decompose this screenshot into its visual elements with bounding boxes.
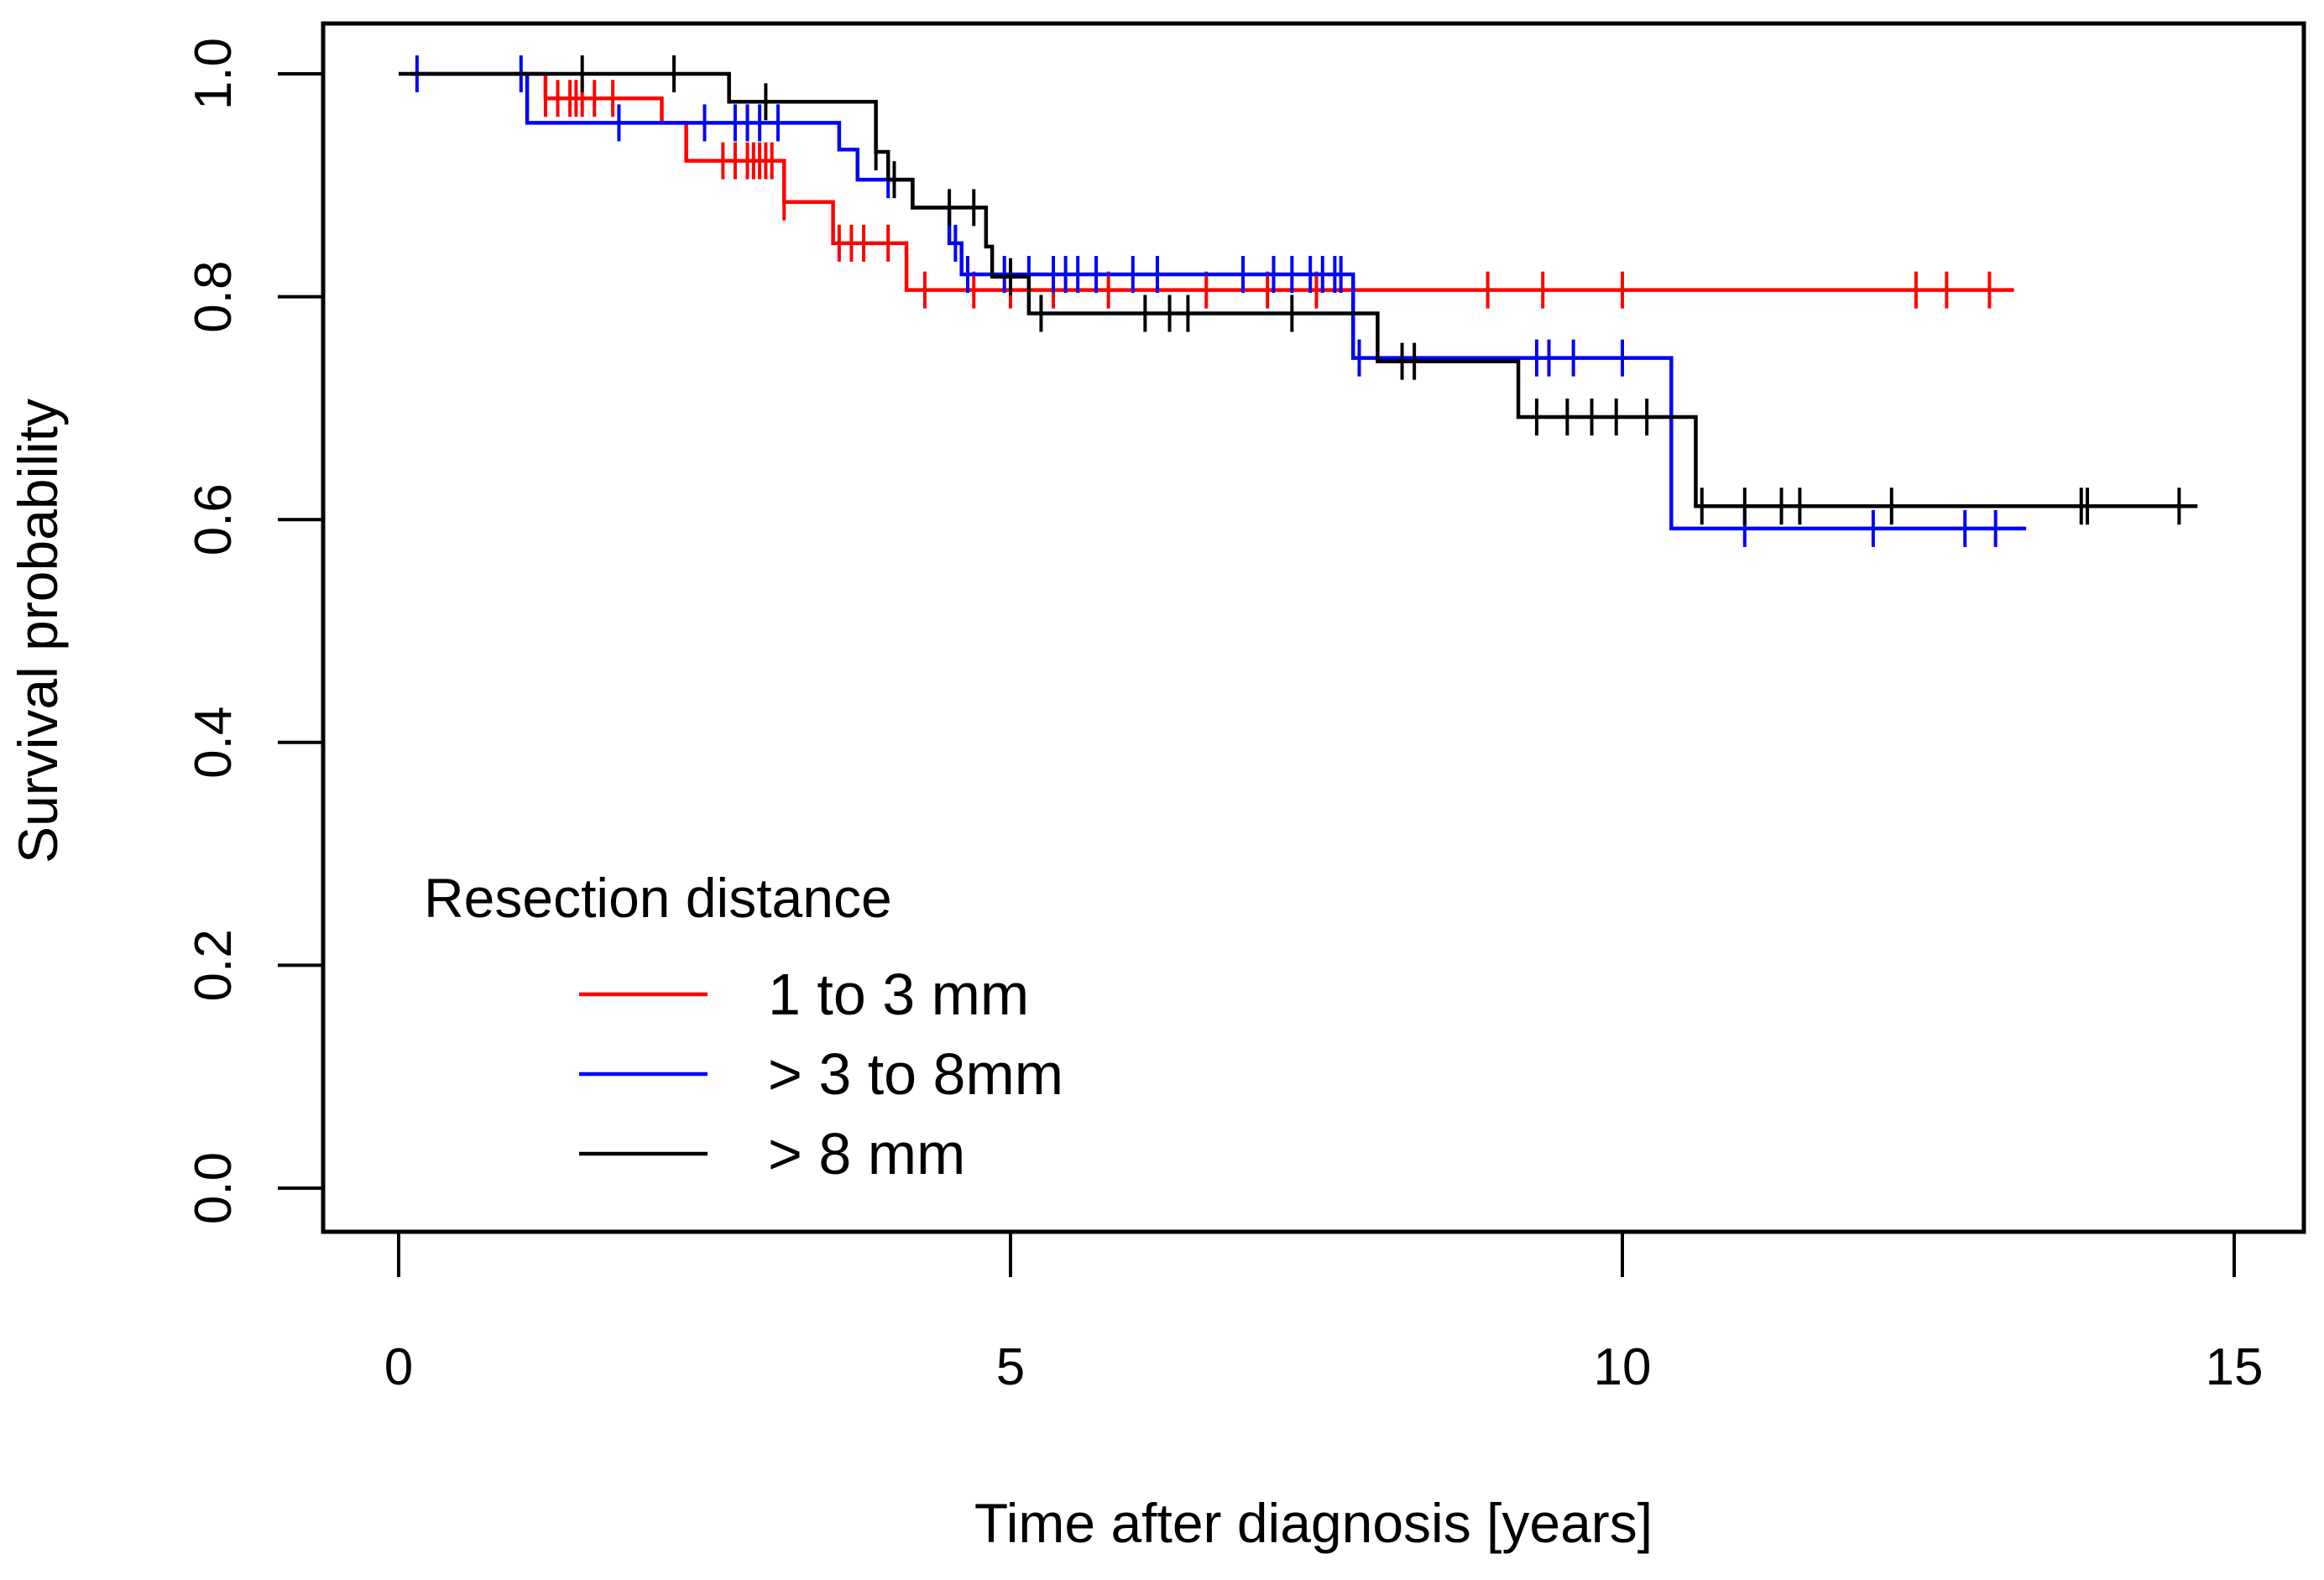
x-tick-label: 10	[1594, 1338, 1652, 1396]
y-tick-label: 1.0	[185, 38, 243, 110]
series-layer	[399, 55, 2198, 547]
y-tick-label: 0.2	[185, 929, 243, 1001]
legend-label: 1 to 3 mm	[768, 962, 1029, 1027]
y-tick-label: 0.0	[185, 1152, 243, 1224]
survival-step-line	[399, 71, 2198, 508]
y-axis-title: Survival probability	[7, 399, 69, 863]
x-tick-label: 15	[2206, 1338, 2264, 1396]
x-tick-label: 0	[384, 1338, 413, 1396]
survival-step-line	[514, 71, 2014, 292]
x-axis-title: Time after diagnosis [years]	[974, 1492, 1653, 1554]
legend-label: > 3 to 8mm	[768, 1041, 1063, 1107]
legend: Resection distance 1 to 3 mm > 3 to 8mm > …	[424, 867, 1063, 1186]
y-axis: 0.0 0.2 0.4 0.6 0.8 1.0	[185, 38, 325, 1224]
legend-title: Resection distance	[424, 867, 892, 929]
series--8-mm	[399, 55, 2198, 525]
series--3-to-8mm	[410, 55, 2027, 547]
y-tick-label: 0.6	[185, 483, 243, 555]
x-axis: 0 5 10 15	[384, 1230, 2264, 1396]
y-tick-label: 0.8	[185, 260, 243, 332]
series-1-to-3-mm	[514, 71, 2014, 309]
x-tick-label: 5	[996, 1338, 1025, 1396]
plot-frame	[321, 21, 2306, 1234]
y-tick-label: 0.4	[185, 707, 243, 779]
legend-label: > 8 mm	[768, 1121, 965, 1186]
survival-step-line	[410, 71, 2027, 531]
